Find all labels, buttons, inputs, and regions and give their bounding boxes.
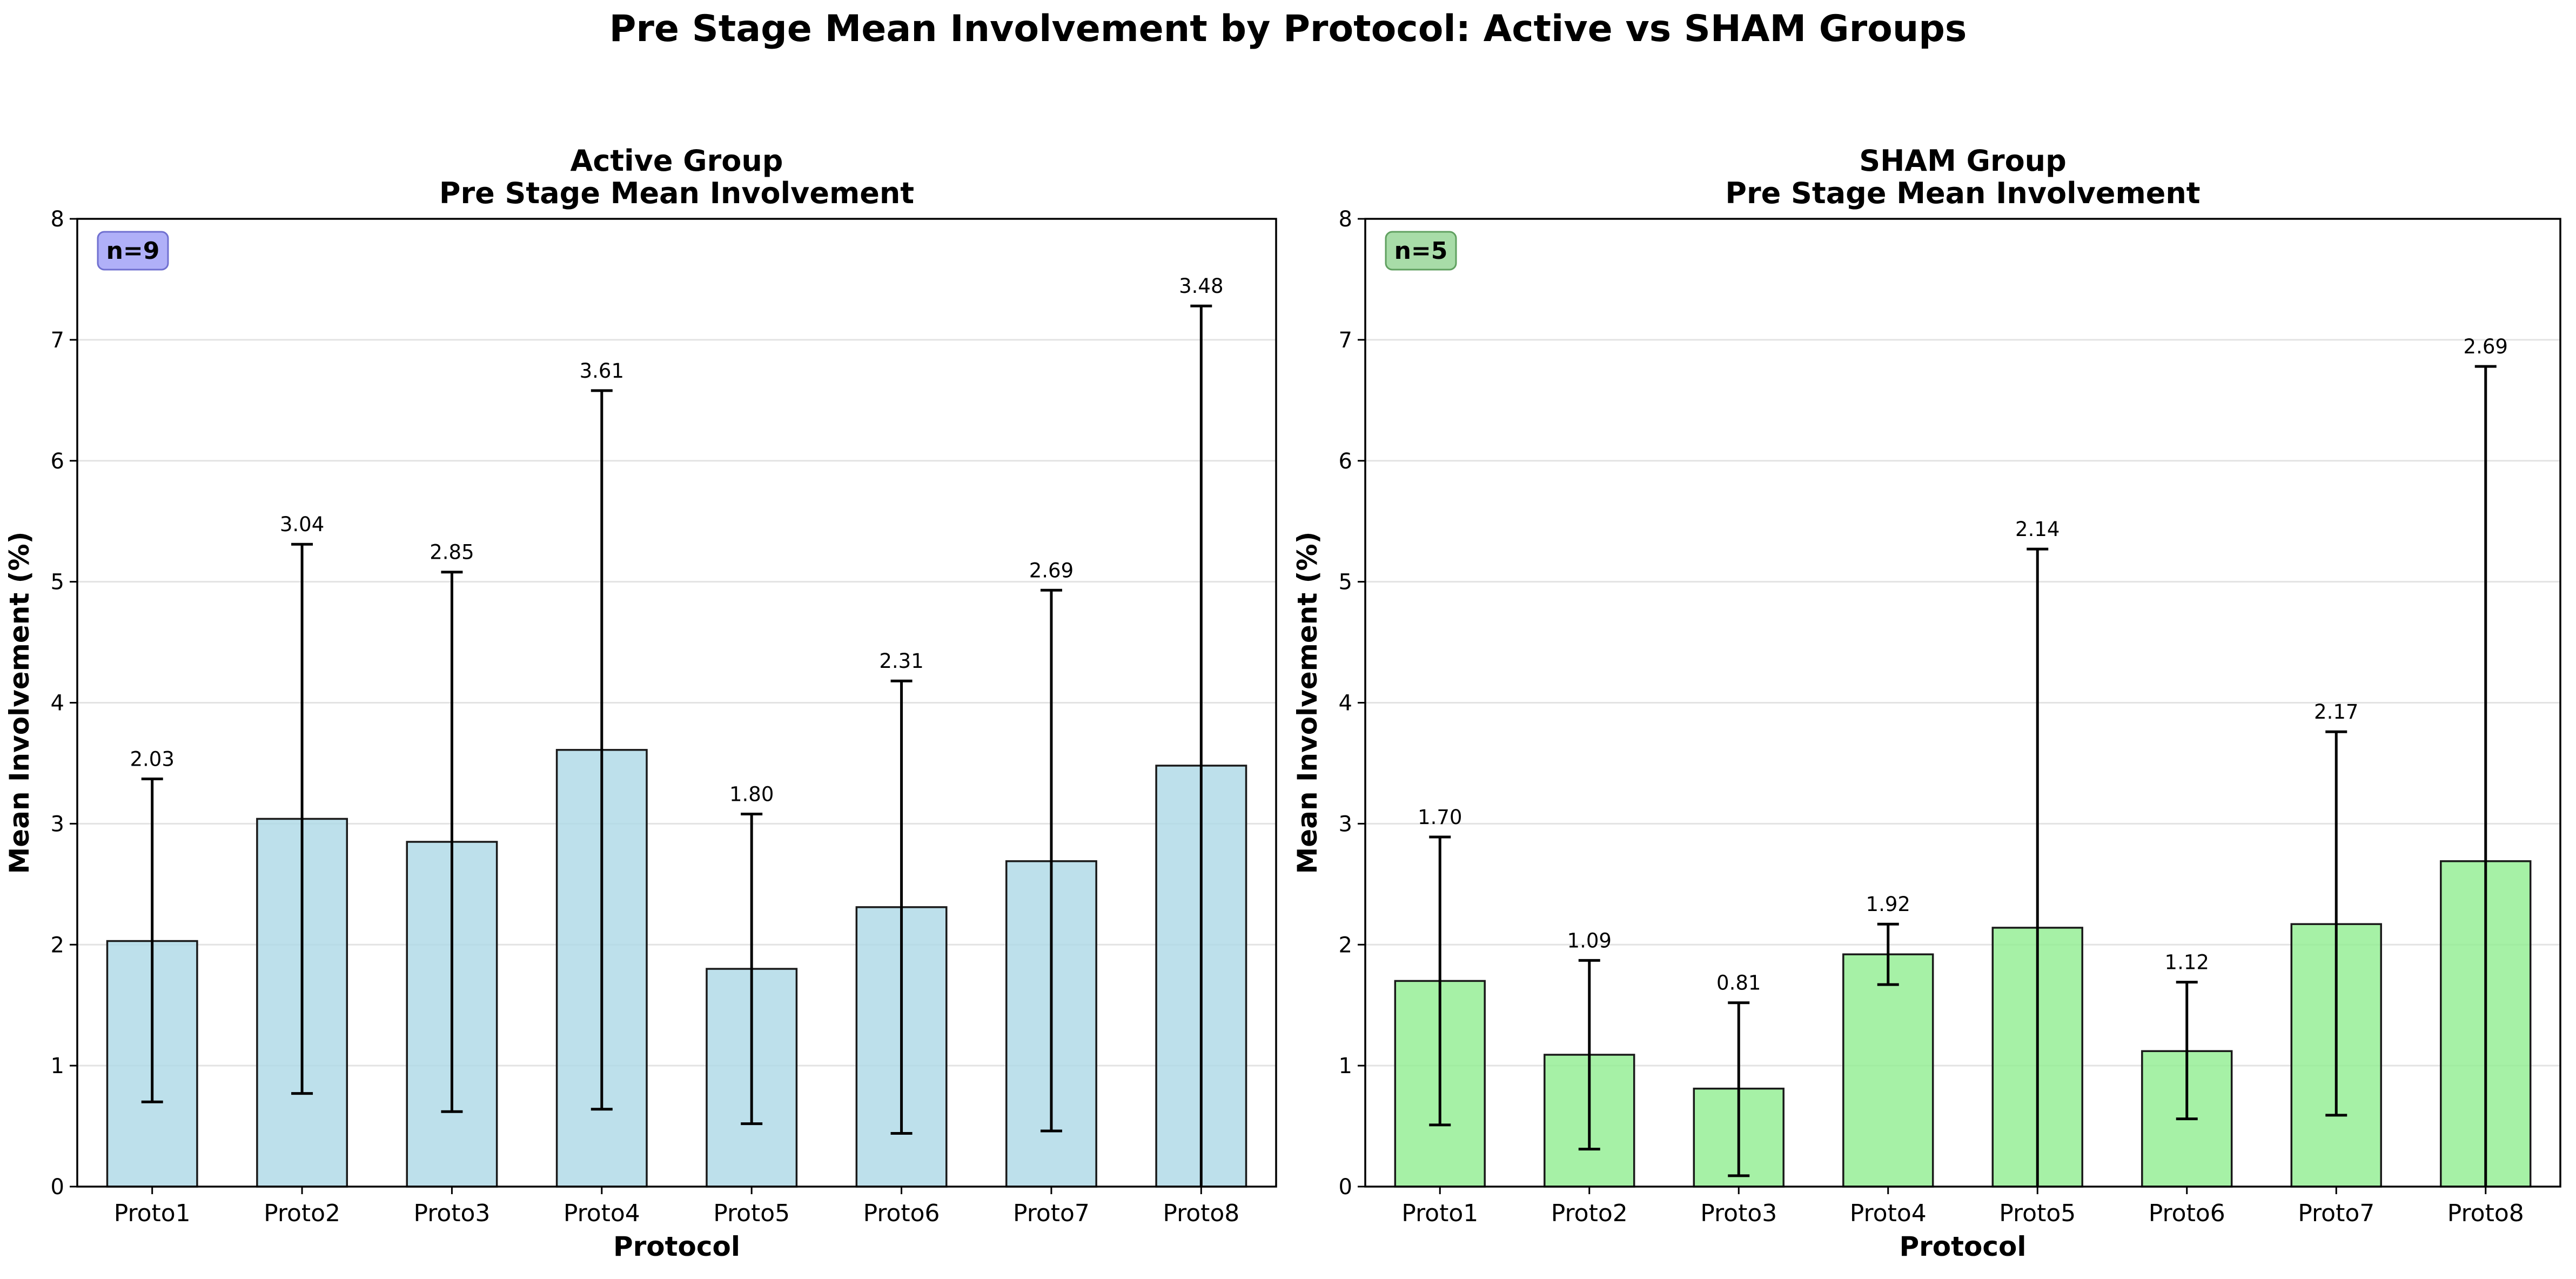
data-label: 2.14 — [2015, 518, 2060, 541]
data-label: 3.48 — [1179, 274, 1223, 298]
y-tick-label: 1 — [1339, 1054, 1352, 1079]
chart-active-group: 2.03 3.04 2.85 3.61 1.80 2.31 2.69 3.48 0 1 2 3 4 5 6 7… — [4, 144, 1277, 1262]
y-tick-label: 0 — [51, 1175, 64, 1200]
y-axis-label: Mean Involvement (%) — [4, 532, 35, 874]
y-tick-label: 5 — [51, 570, 64, 595]
x-tick-label: Proto6 — [2149, 1200, 2225, 1227]
chart-title: Active Group — [571, 144, 783, 178]
data-label: 1.12 — [2165, 951, 2209, 974]
y-axis-label: Mean Involvement (%) — [1292, 532, 1323, 874]
data-label: 1.70 — [1418, 806, 1462, 829]
data-label: 0.81 — [1716, 972, 1761, 995]
x-tick-label: Proto4 — [1850, 1200, 1927, 1227]
chart-subtitle: Pre Stage Mean Involvement — [1725, 176, 2200, 210]
data-label: 3.04 — [280, 513, 324, 536]
figure-title: Pre Stage Mean Involvement by Protocol: … — [609, 8, 1967, 50]
data-label: 2.17 — [2314, 700, 2358, 724]
y-tick-label: 3 — [51, 812, 64, 836]
n-badge — [97, 231, 169, 271]
x-tick-label: Proto1 — [1401, 1200, 1478, 1227]
n-badge-label: n=5 — [1394, 237, 1448, 265]
x-tick-label: Proto3 — [413, 1200, 490, 1227]
y-tick-label: 1 — [51, 1054, 64, 1079]
y-tick-label: 8 — [51, 207, 64, 232]
y-tick-label: 2 — [51, 933, 64, 957]
data-label: 2.31 — [879, 649, 923, 673]
chart-title: SHAM Group — [1859, 144, 2067, 178]
x-tick-label: Proto6 — [863, 1200, 940, 1227]
x-tick-label: Proto7 — [1013, 1200, 1090, 1227]
y-tick-label: 3 — [1339, 812, 1352, 836]
data-label: 3.61 — [580, 359, 624, 383]
x-tick-label: Proto7 — [2298, 1200, 2374, 1227]
y-tick-label: 5 — [1339, 570, 1352, 595]
data-label: 1.80 — [729, 782, 774, 806]
y-tick-label: 4 — [1339, 691, 1352, 716]
x-axis-label: Protocol — [1899, 1231, 2026, 1262]
chart-subtitle: Pre Stage Mean Involvement — [439, 176, 914, 210]
y-tick-label: 6 — [1339, 449, 1352, 474]
x-tick-label: Proto5 — [713, 1200, 790, 1227]
n-badge-label: n=9 — [106, 237, 160, 265]
x-tick-label: Proto3 — [1700, 1200, 1777, 1227]
x-tick-label: Proto8 — [2447, 1200, 2524, 1227]
x-tick-label: Proto1 — [114, 1200, 191, 1227]
chart-sham-group: 1.70 1.09 0.81 1.92 2.14 1.12 2.17 2.69 0 1 2 3 4 5 6 7… — [1292, 144, 2561, 1262]
data-label: 1.09 — [1567, 929, 1612, 952]
x-axis-label: Protocol — [613, 1231, 740, 1262]
y-tick-label: 7 — [51, 328, 64, 353]
bar — [1842, 953, 1934, 1188]
y-tick-label: 2 — [1339, 933, 1352, 957]
data-label: 1.92 — [1866, 893, 1910, 916]
n-badge — [1385, 231, 1457, 271]
y-tick-label: 6 — [51, 449, 64, 474]
data-label: 2.03 — [130, 748, 174, 771]
x-tick-label: Proto5 — [1999, 1200, 2076, 1227]
y-tick-label: 0 — [1339, 1175, 1352, 1200]
x-tick-label: Proto2 — [264, 1200, 340, 1227]
x-tick-label: Proto4 — [564, 1200, 640, 1227]
x-tick-label: Proto8 — [1163, 1200, 1239, 1227]
data-label: 2.69 — [2464, 335, 2508, 358]
y-tick-label: 7 — [1339, 328, 1352, 353]
data-label: 2.69 — [1029, 559, 1074, 582]
y-tick-label: 8 — [1339, 207, 1352, 232]
data-label: 2.85 — [430, 541, 474, 564]
x-tick-label: Proto2 — [1551, 1200, 1628, 1227]
y-tick-label: 4 — [51, 691, 64, 716]
